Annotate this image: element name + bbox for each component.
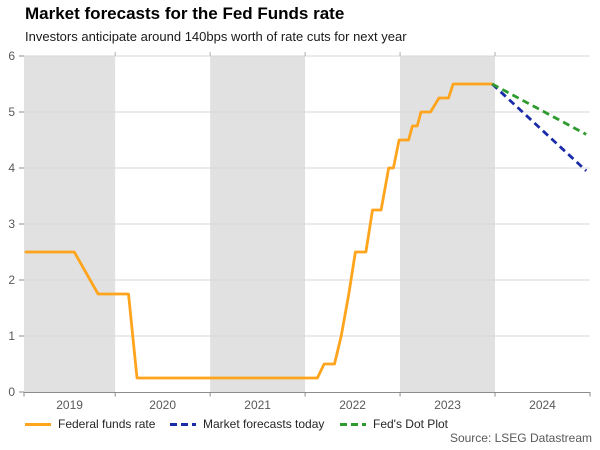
x-tick-label: 2022: [339, 398, 366, 412]
x-tick-label: 2021: [244, 398, 271, 412]
x-tick-label: 2019: [56, 398, 83, 412]
x-tick-label: 2020: [149, 398, 176, 412]
chart-subtitle: Investors anticipate around 140bps worth…: [25, 29, 407, 44]
y-tick-label: 4: [8, 161, 15, 175]
y-tick-label: 6: [8, 49, 15, 63]
x-tick-label: 2023: [434, 398, 461, 412]
legend-swatch-dashed-line: [170, 422, 196, 426]
legend-item-feds-dot-plot: Fed's Dot Plot: [340, 415, 448, 433]
source-text: Source: LSEG Datastream: [449, 431, 592, 445]
y-tick-label: 2: [8, 273, 15, 287]
legend-label: Market forecasts today: [203, 417, 325, 431]
series-federal-funds-rate: [24, 82, 494, 380]
x-tick-label: 2024: [529, 398, 556, 412]
legend-item-market-forecasts-today: Market forecasts today: [170, 415, 324, 433]
legend-label: Fed's Dot Plot: [373, 417, 448, 431]
y-tick-label: 3: [8, 217, 15, 231]
chart-legend: Federal funds rate Market forecasts toda…: [0, 415, 600, 433]
y-tick-label: 5: [8, 105, 15, 119]
series-market-forecasts-today: [491, 82, 588, 172]
legend-item-federal-funds-rate: Federal funds rate: [25, 415, 155, 433]
legend-swatch-dashed-line: [340, 422, 366, 426]
y-tick-label: 0: [8, 385, 15, 399]
series-fed-s-dot-plot: [491, 82, 587, 136]
legend-swatch-solid-line: [25, 422, 51, 426]
y-tick-label: 1: [8, 329, 15, 343]
chart-title: Market forecasts for the Fed Funds rate: [25, 4, 345, 23]
legend-label: Federal funds rate: [58, 417, 156, 431]
